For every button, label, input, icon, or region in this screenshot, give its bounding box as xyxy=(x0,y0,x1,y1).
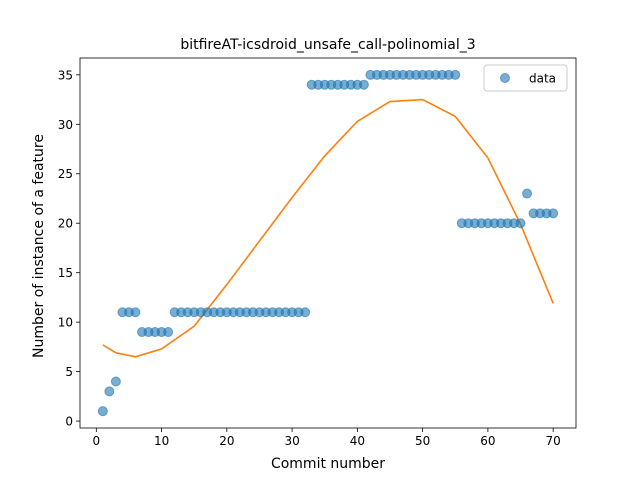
plot-frame xyxy=(79,57,577,429)
y-tick-label: 10 xyxy=(58,316,73,330)
legend-label: data xyxy=(529,72,556,86)
x-tick-label: 60 xyxy=(480,434,495,448)
y-tick-label: 20 xyxy=(58,217,73,231)
x-tick-label: 50 xyxy=(415,434,430,448)
data-point xyxy=(450,69,461,80)
data-point xyxy=(130,307,141,318)
data-point xyxy=(548,208,559,219)
y-tick-label: 0 xyxy=(65,415,73,429)
x-tick-label: 30 xyxy=(284,434,299,448)
legend: data xyxy=(483,64,568,92)
x-tick-label: 10 xyxy=(154,434,169,448)
x-tick-label: 20 xyxy=(219,434,234,448)
data-point xyxy=(110,376,121,387)
legend-marker xyxy=(500,73,510,83)
y-tick-label: 35 xyxy=(58,68,73,82)
data-point xyxy=(97,406,108,417)
fit-line xyxy=(102,98,554,358)
y-axis-label: Number of instance of a feature xyxy=(31,134,47,358)
y-tick-label: 30 xyxy=(58,118,73,132)
data-point xyxy=(358,79,369,90)
y-tick-label: 5 xyxy=(65,365,73,379)
y-tick-label: 25 xyxy=(58,167,73,181)
y-tick-label: 15 xyxy=(58,266,73,280)
x-tick-label: 40 xyxy=(350,434,365,448)
plot-area: 0 10 20 30 40 50 60 70 0 5 10 15 20 25 30 35 xyxy=(58,57,577,448)
data-point xyxy=(522,188,533,199)
data-point xyxy=(515,218,526,229)
x-tick-label: 70 xyxy=(546,434,561,448)
data-point xyxy=(104,386,115,397)
data-point xyxy=(300,307,311,318)
x-tick-label: 0 xyxy=(92,434,100,448)
x-axis-label: Commit number xyxy=(271,456,385,472)
chart-title: bitfireAT-icsdroid_unsafe_call-polinomia… xyxy=(180,37,475,53)
data-point xyxy=(163,327,174,338)
legend-box xyxy=(483,64,568,92)
